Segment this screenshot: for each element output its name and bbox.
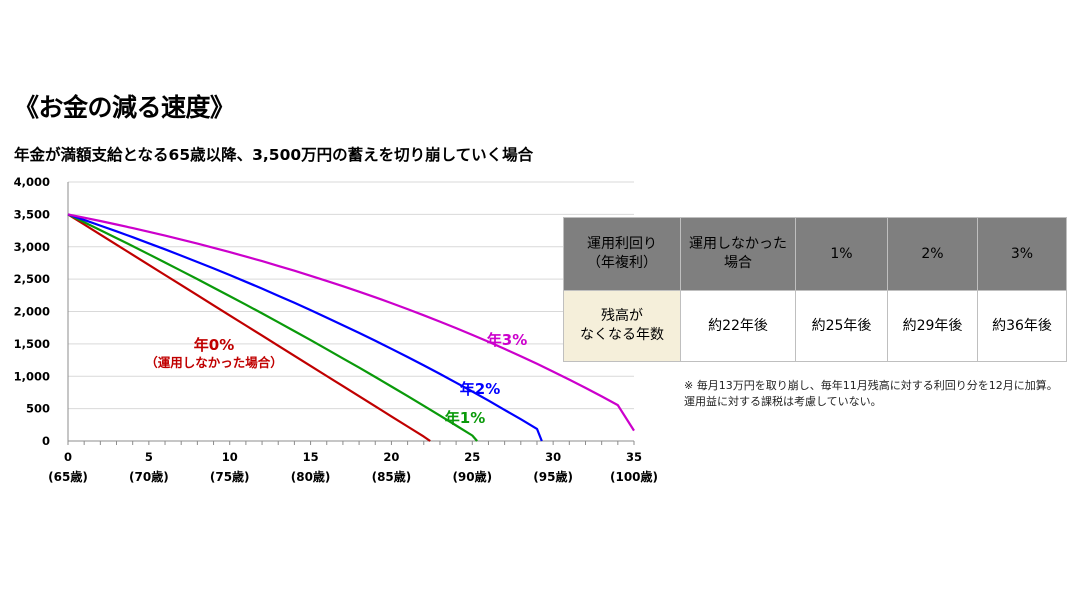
table-header-cell: 1% [795,217,888,291]
series-line-0 [67,213,431,442]
chart-subtitle: 年金が満額支給となる65歳以降、3,500万円の蓄えを切り崩していく場合 [14,146,534,164]
footnote-line-2: 運用益に対する課税は考慮していない。 [684,395,882,408]
y-tick-label: 2,000 [14,305,50,319]
series-line-1 [67,213,478,442]
footnote-line-1: ※ 毎月13万円を取り崩し、毎年11月残高に対する利回り分を12月に加算。 [684,379,1058,392]
x-tick-age-label: (75歳) [210,469,250,484]
y-tick-label: 3,000 [14,240,50,254]
y-tick-label: 500 [26,402,50,416]
x-tick-age-label: (85歳) [372,469,412,484]
y-axis-ticks: 0 500 1,000 1,500 2,000 2,500 3,000 3,500 4,000 [14,175,50,448]
table-cell: 約22年後 [680,290,796,362]
x-tick-label: 20 [383,450,399,464]
y-tick-label: 4,000 [14,175,50,189]
series-lines [67,213,635,442]
series-sublabel-0: （運用しなかった場合） [145,355,283,370]
x-tick-label: 15 [303,450,319,464]
series-label-0: 年0% [194,336,234,354]
y-tick-label: 2,500 [14,272,50,286]
x-tick-age-label: (80歳) [291,469,331,484]
depletion-summary-table: 運用利回り （年複利） 運用しなかった 場合 1% 2% 3% 残高が なくなる年数 … [563,217,1067,362]
table-cell: 約25年後 [795,290,888,362]
series-labels: 年0%（運用しなかった場合） 年1% 年2% 年3% [145,331,527,427]
x-tick-age-label: (90歳) [452,469,492,484]
x-tick-age-label: (65歳) [48,469,88,484]
x-tick-label: 5 [145,450,153,464]
series-line-3 [67,213,635,432]
table-header-cell: 運用しなかった 場合 [680,217,796,291]
x-tick-label: 35 [626,450,642,464]
y-tick-label: 0 [42,434,50,448]
page-title: 《お金の減る速度》 [14,93,235,122]
table-header-cell: 運用利回り （年複利） [563,217,681,291]
table-header-row: 運用利回り （年複利） 運用しなかった 場合 1% 2% 3% [563,217,1067,291]
series-label-2: 年2% [460,380,500,398]
x-axis-ticks: 0 (65歳) 5 (70歳) 10 (75歳) 15 (80歳) 20 (85歳) 25 (90歳)… [48,450,658,484]
series-line-2 [67,213,543,442]
x-tick-age-label: (70歳) [129,469,169,484]
table-cell: 約36年後 [977,290,1067,362]
series-label-3: 年3% [487,331,527,349]
x-tick-age-label: (100歳) [610,469,658,484]
table-cell: 約29年後 [887,290,978,362]
gridlines [67,181,635,445]
footnote: ※ 毎月13万円を取り崩し、毎年11月残高に対する利回り分を12月に加算。 運用… [684,378,1058,410]
x-tick-label: 0 [64,450,72,464]
y-tick-label: 3,500 [14,207,50,221]
table-header-cell: 3% [977,217,1067,291]
x-tick-label: 10 [222,450,238,464]
table-header-cell: 2% [887,217,978,291]
y-tick-label: 1,000 [14,369,50,383]
balance-line-chart: 05001,0001,5002,0002,5003,0003,5004,000 … [14,175,658,484]
y-tick-label: 1,500 [14,337,50,351]
table-row-label: 残高が なくなる年数 [563,290,681,362]
x-tick-label: 30 [545,450,561,464]
x-tick-label: 25 [464,450,480,464]
x-tick-age-label: (95歳) [533,469,573,484]
table-row: 残高が なくなる年数 約22年後 約25年後 約29年後 約36年後 [563,290,1067,362]
series-label-1: 年1% [445,409,485,427]
